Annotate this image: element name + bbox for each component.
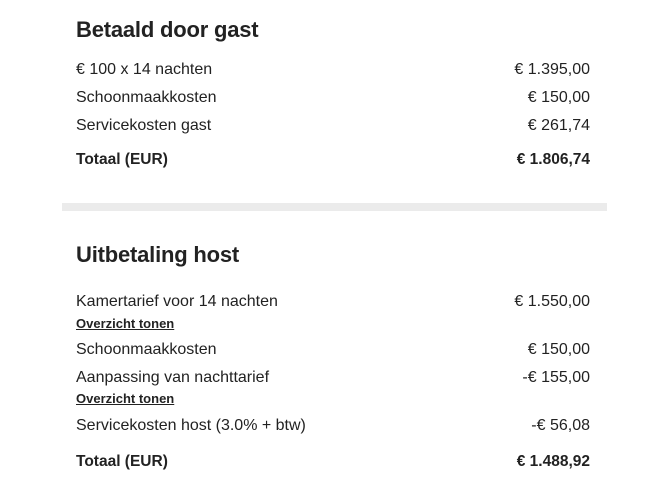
line-item-label: Schoonmaakkosten [76, 89, 217, 106]
line-item-label: € 100 x 14 nachten [76, 61, 213, 78]
line-item-label: Aanpassing van nachttarief [76, 369, 270, 386]
line-item-value: € 261,74 [527, 117, 590, 134]
line-item-value: € 150,00 [527, 89, 590, 106]
line-item: Aanpassing van nachttarief -€ 155,00 [76, 369, 590, 391]
section-divider [62, 203, 607, 211]
line-item: Schoonmaakkosten € 150,00 [76, 89, 590, 111]
show-details-link[interactable]: Overzicht tonen [76, 316, 175, 331]
total-value: € 1.806,74 [516, 151, 590, 168]
line-item-label: Servicekosten gast [76, 117, 212, 134]
line-item-label: Kamertarief voor 14 nachten [76, 293, 278, 310]
line-item: € 100 x 14 nachten € 1.395,00 [76, 61, 590, 83]
total-label: Totaal (EUR) [76, 151, 168, 168]
line-item-label: Schoonmaakkosten [76, 341, 217, 358]
total-label: Totaal (EUR) [76, 453, 168, 470]
total-row: Totaal (EUR) € 1.488,92 [76, 453, 590, 475]
line-item-value: € 1.395,00 [514, 61, 590, 78]
show-details-link[interactable]: Overzicht tonen [76, 391, 175, 406]
total-row: Totaal (EUR) € 1.806,74 [76, 151, 590, 173]
host-section-title: Uitbetaling host [76, 242, 240, 267]
line-item-value: € 1.550,00 [514, 293, 590, 310]
total-value: € 1.488,92 [516, 453, 590, 470]
line-item: Schoonmaakkosten € 150,00 [76, 341, 590, 363]
line-item-label: Servicekosten host (3.0% + btw) [76, 417, 306, 434]
line-item-value: -€ 155,00 [522, 369, 590, 386]
line-item: Servicekosten gast € 261,74 [76, 117, 590, 139]
guest-section-title: Betaald door gast [76, 17, 259, 42]
line-item: Servicekosten host (3.0% + btw) -€ 56,08 [76, 417, 590, 439]
line-item-value: -€ 56,08 [531, 417, 590, 434]
line-item-value: € 150,00 [527, 341, 590, 358]
line-item: Kamertarief voor 14 nachten € 1.550,00 [76, 293, 590, 315]
